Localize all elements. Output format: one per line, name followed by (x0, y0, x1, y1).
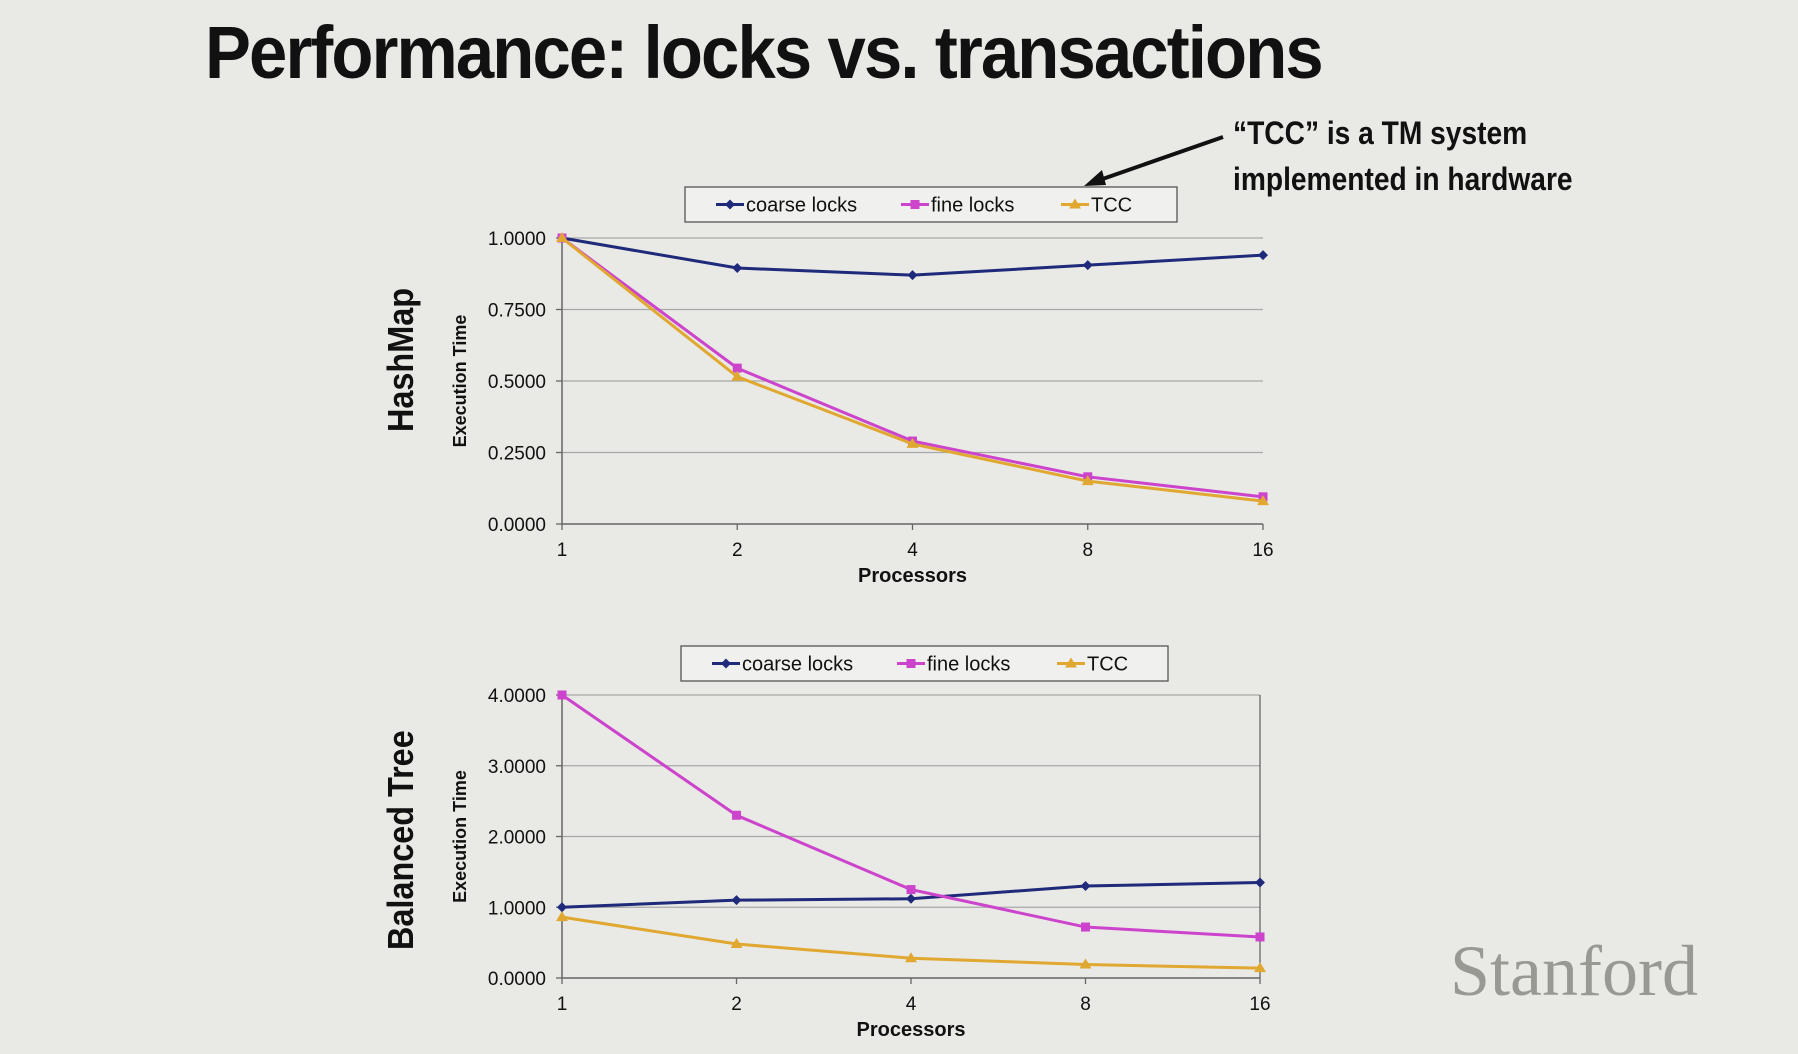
y-tick-label: 2.0000 (488, 828, 546, 849)
data-point (732, 363, 742, 373)
hashmap-plot: 0.0000 0.2500 0.5000 0.7500 1.0000 1 2 4 8 16 Proc… (450, 186, 1274, 587)
legend-label: fine locks (931, 195, 1014, 217)
y-tick-label: 3.0000 (488, 757, 546, 778)
annotation-arrow-icon (1084, 135, 1224, 186)
legend-label: fine locks (927, 654, 1010, 676)
x-tick-label: 16 (1252, 540, 1273, 561)
y-tick-label: 1.0000 (488, 229, 546, 250)
legend-label: coarse locks (746, 195, 857, 217)
data-point (731, 895, 742, 906)
legend-marker (1065, 657, 1077, 668)
legend-marker (1069, 198, 1081, 209)
y-tick-label: 0.5000 (488, 372, 546, 393)
data-point (907, 270, 918, 281)
data-point (1082, 260, 1093, 271)
data-point (1254, 962, 1266, 973)
annotation-line-2: implemented in hardware (1233, 161, 1573, 197)
y-tick-label: 1.0000 (488, 898, 546, 919)
data-point (906, 893, 916, 904)
y-tick-label: 4.0000 (488, 686, 546, 707)
data-point (1080, 881, 1091, 892)
slide-title: Performance: locks vs. transactions (205, 11, 1324, 94)
data-point (731, 370, 744, 381)
data-point (732, 263, 743, 274)
x-tick-label: 8 (1080, 994, 1091, 1015)
x-tick-label: 8 (1082, 540, 1093, 561)
data-point (730, 938, 743, 949)
x-tick-label: 4 (907, 540, 918, 561)
y-axis-title: Execution Time (450, 315, 470, 448)
y-tick-label: 0.0000 (488, 515, 546, 536)
x-tick-label: 16 (1249, 994, 1270, 1015)
legend-marker (725, 199, 735, 210)
data-point (905, 952, 917, 963)
tcc-annotation: “TCC” is a TM system implemented in hard… (1233, 110, 1573, 202)
legend-marker (721, 658, 731, 669)
y-axis-title: Execution Time (450, 770, 470, 903)
legend-marker (906, 659, 916, 668)
data-point (906, 437, 919, 448)
data-point (1079, 958, 1092, 969)
legend-label: coarse locks (742, 654, 853, 676)
legend-label: TCC (1091, 195, 1132, 217)
x-tick-label: 2 (732, 540, 743, 561)
series-line-coarse-locks (561, 236, 1264, 277)
stanford-logo: Stanford (1450, 931, 1698, 1011)
legend-box (684, 186, 1178, 223)
data-point (556, 232, 568, 242)
y-tick-label: 0.2500 (488, 444, 546, 465)
balanced-tree-plot: 0.0000 1.0000 2.0000 3.0000 4.0000 1 2 4 8 16 Proc… (450, 645, 1271, 1041)
legend-marker (910, 200, 920, 209)
y-tick-label: 0.0000 (488, 969, 546, 990)
data-point (1081, 922, 1090, 932)
legend: coarse locks fine locks TCC (684, 186, 1178, 223)
data-point (732, 810, 741, 820)
data-point (1255, 932, 1265, 942)
x-tick-label: 4 (906, 994, 917, 1015)
data-point (557, 902, 567, 913)
data-point (1081, 475, 1094, 486)
data-point (1257, 495, 1269, 506)
x-axis-title: Processors (857, 1019, 966, 1041)
x-tick-label: 2 (731, 994, 742, 1015)
x-axis-title: Processors (858, 565, 967, 587)
data-point (1255, 877, 1265, 888)
data-point (557, 690, 567, 700)
y-tick-label: 0.7500 (488, 301, 546, 322)
annotation-line-1: “TCC” is a TM system (1233, 115, 1528, 151)
data-point (1258, 250, 1268, 261)
data-point (906, 885, 916, 895)
x-tick-label: 1 (557, 994, 568, 1015)
legend-label: TCC (1087, 654, 1128, 676)
data-point (556, 911, 568, 922)
x-tick-label: 1 (557, 540, 568, 561)
legend: coarse locks fine locks TCC (680, 645, 1169, 682)
